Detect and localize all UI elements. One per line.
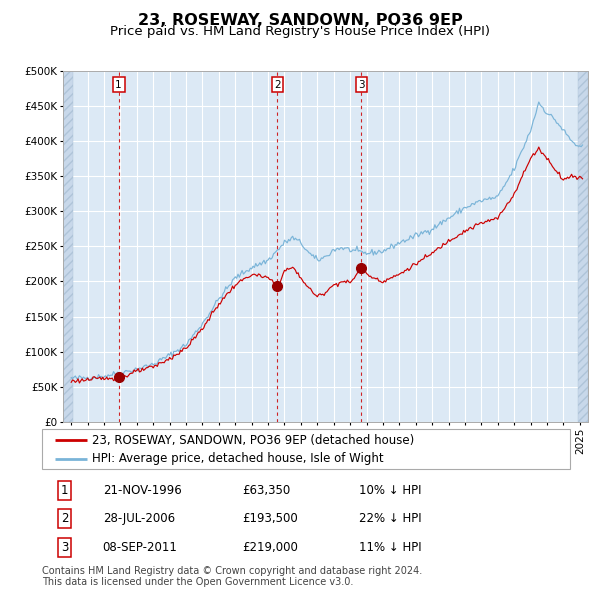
Bar xyxy=(578,71,588,422)
Text: 08-SEP-2011: 08-SEP-2011 xyxy=(103,542,178,555)
Text: 10% ↓ HPI: 10% ↓ HPI xyxy=(359,484,421,497)
Bar xyxy=(63,71,73,422)
Text: 11% ↓ HPI: 11% ↓ HPI xyxy=(359,542,421,555)
Text: 23, ROSEWAY, SANDOWN, PO36 9EP: 23, ROSEWAY, SANDOWN, PO36 9EP xyxy=(137,13,463,28)
Text: 2: 2 xyxy=(274,80,281,90)
Text: HPI: Average price, detached house, Isle of Wight: HPI: Average price, detached house, Isle… xyxy=(92,452,384,465)
Text: 23, ROSEWAY, SANDOWN, PO36 9EP (detached house): 23, ROSEWAY, SANDOWN, PO36 9EP (detached… xyxy=(92,434,415,447)
FancyBboxPatch shape xyxy=(42,429,570,469)
Text: 3: 3 xyxy=(61,542,68,555)
Text: 22% ↓ HPI: 22% ↓ HPI xyxy=(359,512,421,525)
Text: 21-NOV-1996: 21-NOV-1996 xyxy=(103,484,181,497)
Text: This data is licensed under the Open Government Licence v3.0.: This data is licensed under the Open Gov… xyxy=(42,577,353,587)
Text: £219,000: £219,000 xyxy=(242,542,299,555)
Text: 28-JUL-2006: 28-JUL-2006 xyxy=(103,512,175,525)
Text: 1: 1 xyxy=(61,484,68,497)
Text: Contains HM Land Registry data © Crown copyright and database right 2024.: Contains HM Land Registry data © Crown c… xyxy=(42,566,422,576)
Text: 1: 1 xyxy=(115,80,122,90)
Text: 3: 3 xyxy=(358,80,365,90)
Text: £193,500: £193,500 xyxy=(242,512,298,525)
Text: Price paid vs. HM Land Registry's House Price Index (HPI): Price paid vs. HM Land Registry's House … xyxy=(110,25,490,38)
Text: £63,350: £63,350 xyxy=(242,484,291,497)
Text: 2: 2 xyxy=(61,512,68,525)
